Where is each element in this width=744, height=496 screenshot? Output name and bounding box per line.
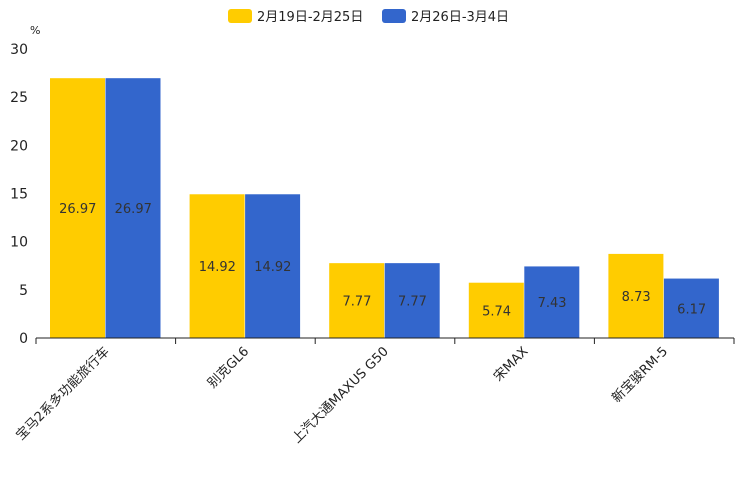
y-tick-label: 0 bbox=[19, 331, 28, 347]
y-tick-label: 30 bbox=[10, 42, 28, 58]
data-label: 26.97 bbox=[115, 202, 152, 217]
bar-1-4 bbox=[663, 278, 719, 338]
legend-swatch-1 bbox=[382, 9, 406, 23]
x-tick-label: 宋MAX bbox=[491, 344, 531, 384]
x-tick-label: 别克GL6 bbox=[205, 344, 252, 391]
bar-1-3 bbox=[524, 266, 580, 338]
bar-1-2 bbox=[384, 263, 440, 338]
legend-label-0: 2月19日-2月25日 bbox=[257, 10, 363, 25]
y-tick-label: 25 bbox=[10, 90, 28, 106]
data-label: 26.97 bbox=[59, 202, 96, 217]
y-axis-unit: % bbox=[30, 24, 40, 37]
x-tick-label: 新宝骏RM-5 bbox=[609, 344, 671, 406]
data-label: 5.74 bbox=[482, 304, 511, 319]
bar-0-3 bbox=[468, 282, 524, 338]
y-tick-label: 5 bbox=[19, 283, 28, 299]
data-label: 7.77 bbox=[398, 295, 427, 310]
data-label: 7.77 bbox=[342, 295, 371, 310]
y-tick-label: 15 bbox=[10, 187, 28, 203]
legend-swatch-0 bbox=[228, 9, 252, 23]
bar-0-4 bbox=[608, 253, 664, 338]
bar-1-0 bbox=[105, 78, 161, 339]
bar-0-1 bbox=[189, 194, 245, 338]
data-label: 6.17 bbox=[677, 302, 706, 317]
legend-label-1: 2月26日-3月4日 bbox=[411, 10, 509, 25]
data-label: 7.43 bbox=[538, 296, 567, 311]
y-tick-label: 10 bbox=[10, 235, 28, 251]
x-tick-label: 宝马2系多功能旅行车 bbox=[13, 344, 113, 444]
data-label: 14.92 bbox=[199, 260, 236, 275]
data-label: 14.92 bbox=[254, 260, 291, 275]
bar-1-1 bbox=[245, 194, 301, 338]
y-tick-label: 20 bbox=[10, 138, 28, 154]
data-label: 8.73 bbox=[622, 290, 651, 305]
bar-0-2 bbox=[329, 263, 385, 338]
x-tick-label: 上汽大通MAXUS G50 bbox=[290, 344, 392, 446]
bar-0-0 bbox=[50, 78, 105, 339]
